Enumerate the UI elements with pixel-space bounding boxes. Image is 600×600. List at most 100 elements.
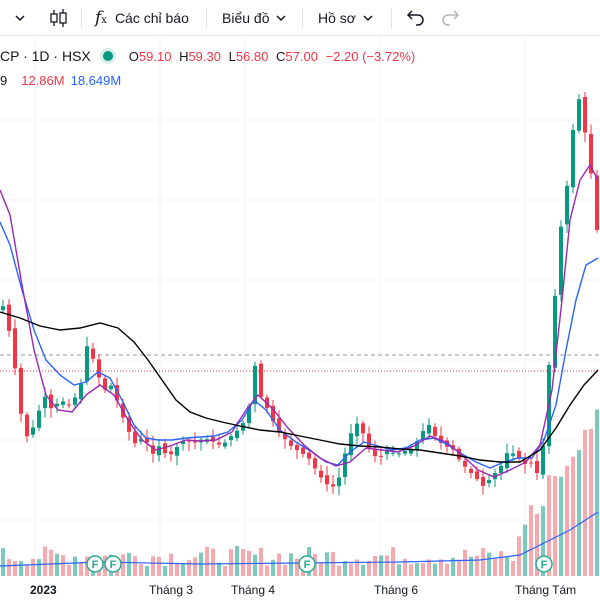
volume-bar — [151, 556, 155, 576]
candle-body — [379, 455, 383, 457]
candle-body — [217, 442, 221, 445]
chevron-down-icon — [276, 15, 287, 22]
candle-body — [403, 450, 407, 454]
candle-body — [415, 441, 419, 450]
candle-body — [511, 453, 515, 456]
profile-label: Hồ sơ — [318, 10, 356, 26]
chevron-down-icon — [363, 15, 373, 22]
candle-body — [43, 396, 47, 408]
dividend-marker[interactable]: F — [298, 555, 316, 573]
volume-bar — [571, 456, 575, 576]
candle-body — [181, 441, 185, 445]
volume-bar — [475, 555, 479, 576]
candle-body — [361, 423, 365, 434]
volume-bar — [403, 558, 407, 576]
candle-body — [253, 365, 257, 405]
redo-button[interactable] — [440, 0, 462, 36]
volume-bar — [73, 556, 77, 576]
volume-bar — [529, 505, 533, 576]
dividend-marker-circle — [298, 555, 316, 573]
volume-bar — [7, 559, 11, 576]
ohlc-values: O59.10 H59.30 L56.80 C57.00 −2.20 (−3.72… — [129, 49, 415, 64]
dividend-marker[interactable]: F — [86, 555, 104, 573]
volume-value: 12.86M — [21, 72, 65, 88]
toolbar-separator — [391, 8, 392, 28]
dividend-marker[interactable]: F — [104, 555, 122, 573]
undo-button[interactable] — [404, 0, 426, 36]
time-axis[interactable]: 2023 Tháng 3 Tháng 4 Tháng 6 Tháng Tám — [0, 579, 600, 600]
volume-bar — [145, 565, 149, 576]
close-key: C — [276, 48, 286, 64]
volume-bar — [19, 561, 23, 576]
volume-bar — [517, 536, 521, 576]
dividend-marker-circle — [86, 555, 104, 573]
volume-bar — [361, 564, 365, 576]
volume-bar — [457, 559, 461, 576]
volume-bar — [589, 428, 593, 576]
volume-bar — [169, 553, 173, 576]
volume-bar — [43, 546, 47, 576]
symbol-dropdown[interactable] — [2, 0, 26, 36]
volume-bar — [277, 553, 281, 576]
chart-type-label: Biểu đồ — [222, 10, 270, 26]
volume-bar — [445, 563, 449, 576]
candle-body — [343, 453, 347, 477]
volume-bar — [451, 557, 455, 576]
candle-body — [103, 378, 107, 390]
candle-body — [421, 431, 425, 440]
chart-type-button[interactable]: Biểu đồ — [222, 0, 291, 36]
volume-bar — [295, 558, 299, 576]
volume-ma-line — [0, 511, 599, 567]
volume-bar — [499, 551, 503, 576]
dividend-marker[interactable]: F — [535, 555, 553, 573]
candle-body — [355, 423, 359, 437]
volume-bar — [31, 558, 35, 576]
volume-bar — [415, 563, 419, 576]
volume-bar — [319, 563, 323, 576]
volume-bar — [181, 564, 185, 576]
candle-body — [79, 383, 83, 400]
candle-body — [517, 451, 521, 459]
candle-body — [73, 397, 77, 405]
x-label: Tháng Tám — [515, 583, 577, 597]
volume-bar — [211, 548, 215, 576]
volume-bar — [469, 556, 473, 576]
candle-body — [211, 437, 215, 442]
candle-body — [529, 462, 533, 464]
indicators-button[interactable]: fx Các chỉ báo — [95, 0, 189, 36]
function-icon: fx — [95, 8, 107, 28]
candle-body — [61, 401, 65, 405]
profile-button[interactable]: Hồ sơ — [318, 0, 378, 36]
candles-chart-type-button[interactable] — [48, 0, 70, 36]
volume-bar — [463, 549, 467, 576]
volume-bar — [559, 476, 563, 576]
volume-bar — [409, 564, 413, 576]
symbol-label: CP · 1D · HSX — [0, 48, 91, 64]
candle-body — [397, 453, 401, 455]
candle-body — [283, 433, 287, 440]
volume-bar — [343, 561, 347, 576]
volume-bar — [355, 559, 359, 576]
candle-body — [67, 404, 71, 406]
volume-bar — [25, 564, 29, 576]
volume-bar — [229, 549, 233, 576]
dividend-marker-label: F — [541, 559, 548, 571]
volume-bar — [373, 556, 377, 576]
candle-body — [187, 440, 191, 442]
volume-bar — [175, 564, 179, 576]
redo-icon — [442, 10, 460, 26]
volume-bar — [259, 547, 263, 576]
close-value: 57.00 — [285, 48, 318, 64]
candle-body — [349, 433, 353, 456]
volume-bar — [223, 565, 227, 576]
chevron-down-icon — [15, 15, 25, 22]
candle-body — [331, 484, 335, 487]
candle-body — [481, 476, 485, 486]
candle-body — [1, 306, 5, 311]
ma-slow-line — [0, 311, 599, 463]
volume-bar — [505, 556, 509, 576]
volume-bar — [157, 556, 161, 576]
volume-bar — [421, 563, 425, 576]
volume-bar — [187, 559, 191, 576]
